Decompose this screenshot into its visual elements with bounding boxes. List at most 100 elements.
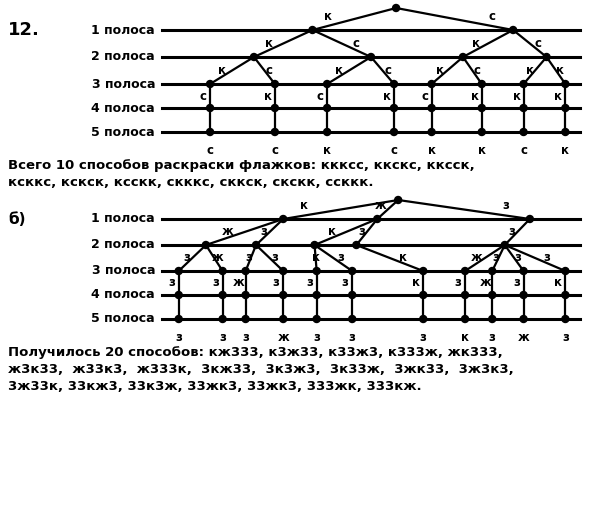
Circle shape [520,105,527,112]
Circle shape [242,291,249,298]
Text: з: з [313,331,320,344]
Text: 12.: 12. [8,21,40,39]
Text: к: к [461,331,469,344]
Text: с: с [473,64,480,77]
Text: ж: ж [471,251,483,264]
Text: к: к [428,144,435,157]
Text: 2 полоса: 2 полоса [91,50,155,64]
Text: к: к [437,64,444,77]
Circle shape [374,216,381,222]
Text: к: к [561,144,569,157]
Text: ж: ж [233,277,245,289]
Circle shape [420,268,426,275]
Circle shape [543,54,550,60]
Text: Получилось 20 способов: кж333, к3ж33, к33ж3, к333ж, жк333,: Получилось 20 способов: кж333, к3ж33, к3… [8,346,503,359]
Circle shape [520,128,527,136]
Circle shape [271,105,279,112]
Circle shape [562,268,569,275]
Text: с: с [317,89,324,103]
Circle shape [393,5,400,12]
Text: з: з [544,251,551,264]
Text: с: с [266,64,273,77]
Circle shape [562,291,569,298]
Circle shape [478,105,485,112]
Circle shape [478,128,485,136]
Text: с: с [520,144,527,157]
Circle shape [207,128,214,136]
Circle shape [175,268,182,275]
Text: з: з [219,331,226,344]
Text: ж: ж [222,225,233,238]
Circle shape [520,80,527,87]
Text: з: з [514,251,522,264]
Text: к: к [328,225,336,238]
Circle shape [390,105,397,112]
Circle shape [280,291,287,298]
Text: з: з [454,277,462,289]
Text: с: с [390,144,397,157]
Circle shape [501,241,508,248]
Text: з: з [508,225,515,238]
Circle shape [510,26,517,34]
Circle shape [390,80,397,87]
Text: к: к [556,64,564,77]
Text: з: з [307,277,313,289]
Text: з: з [342,277,349,289]
Circle shape [324,105,331,112]
Circle shape [271,80,279,87]
Text: к: к [554,89,563,103]
Text: з: з [503,199,510,212]
Circle shape [478,80,485,87]
Text: 3 полоса: 3 полоса [91,265,155,278]
Circle shape [219,316,226,322]
Text: с: с [207,144,214,157]
Text: к: к [526,64,534,77]
Text: 5 полоса: 5 полоса [91,312,155,326]
Text: к: к [324,10,331,23]
Circle shape [324,80,331,87]
Text: с: с [200,89,207,103]
Circle shape [428,105,435,112]
Circle shape [219,291,226,298]
Text: з: з [242,331,249,344]
Circle shape [489,291,496,298]
Text: з: з [175,331,182,344]
Text: к: к [300,199,308,212]
Text: к: к [323,144,331,157]
Circle shape [420,291,426,298]
Text: 3 полоса: 3 полоса [91,77,155,90]
Circle shape [489,268,496,275]
Circle shape [349,268,356,275]
Text: с: с [384,64,391,77]
Text: з: з [562,331,569,344]
Circle shape [280,216,287,222]
Circle shape [309,26,316,34]
Text: ж: ж [211,251,223,264]
Circle shape [353,241,360,248]
Text: з: з [349,331,356,344]
Text: б): б) [8,211,26,227]
Circle shape [428,128,435,136]
Text: к: к [265,37,273,50]
Circle shape [349,291,356,298]
Text: 4 полоса: 4 полоса [91,288,155,301]
Text: 2 полоса: 2 полоса [91,238,155,251]
Text: к: к [472,37,479,50]
Text: к: к [478,144,486,157]
Circle shape [280,268,287,275]
Circle shape [313,268,320,275]
Circle shape [271,128,279,136]
Text: к: к [219,64,226,77]
Text: с: с [271,144,279,157]
Text: з: з [260,225,267,238]
Text: ж: ж [277,331,289,344]
Circle shape [390,128,397,136]
Circle shape [462,291,469,298]
Circle shape [460,54,466,60]
Circle shape [251,54,257,60]
Circle shape [313,316,320,322]
Text: к: к [554,277,563,289]
Text: з: з [492,251,500,264]
Text: з: з [513,277,520,289]
Circle shape [562,80,569,87]
